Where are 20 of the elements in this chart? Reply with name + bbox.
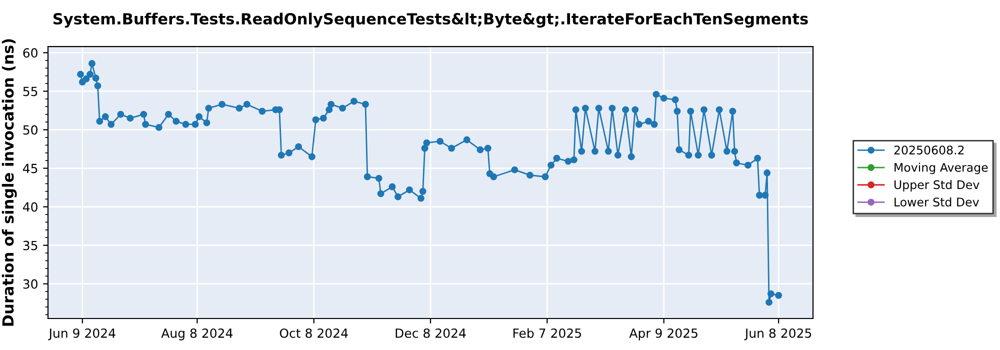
x-tick-label: Aug 8 2024 [161, 328, 233, 340]
y-tick-label: 55 [23, 86, 38, 96]
y-tick-label: 35 [23, 240, 38, 250]
legend-label: Lower Std Dev [894, 197, 979, 207]
y-axis-title: Duration of single invocation (ns) [2, 39, 17, 326]
x-tick-label: Dec 8 2024 [396, 328, 466, 338]
legend-label: Moving Average [894, 162, 988, 174]
legend-label: 20250608.2 [894, 146, 964, 155]
chart-title: System.Buffers.Tests.ReadOnlySequenceTests&lt;Byte&gt;.IterateForEachTenSegments [53, 12, 808, 28]
x-tick-label: Feb 7 2025 [513, 328, 581, 338]
x-tick-label: Oct 8 2024 [280, 328, 348, 338]
y-tick-label: 45 [22, 164, 38, 174]
y-tick-label: 40 [22, 202, 38, 212]
legend-label: Upper Std Dev [894, 180, 980, 192]
x-tick-label: Jun 8 2025 [744, 328, 812, 340]
x-tick-label: Apr 9 2025 [629, 328, 698, 340]
x-tick-label: Jun 9 2024 [48, 328, 116, 340]
y-tick-label: 30 [23, 279, 38, 289]
y-tick-label: 50 [23, 125, 38, 135]
y-tick-label: 60 [23, 48, 38, 58]
